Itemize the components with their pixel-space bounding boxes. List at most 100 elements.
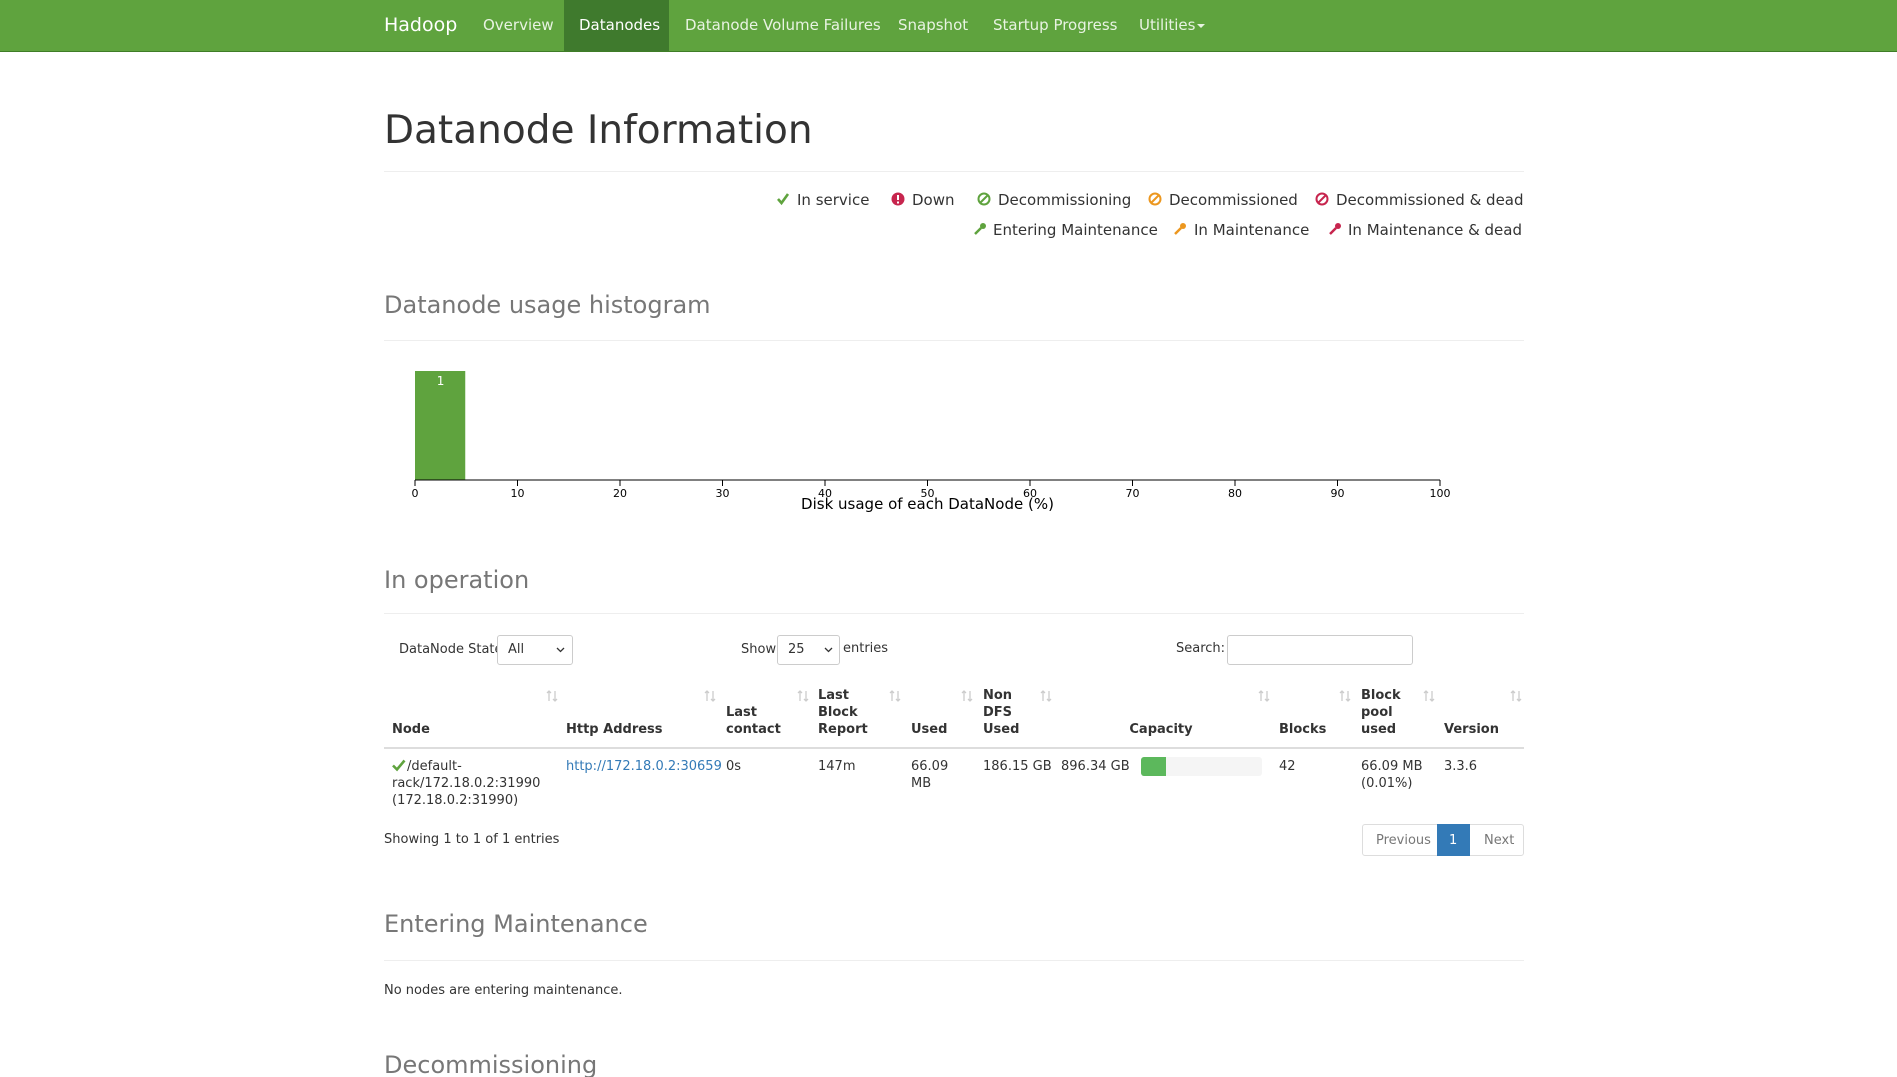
- column-header[interactable]: Version: [1444, 722, 1499, 737]
- icon-decommissioned: [1148, 192, 1162, 206]
- icon-decommissioned-dead: [1315, 192, 1329, 206]
- sort-icon[interactable]: [796, 689, 810, 703]
- sort-icon[interactable]: [1257, 689, 1271, 703]
- cell-node: /default-rack/172.18.0.2:31990 (172.18.0…: [392, 759, 541, 808]
- divider: [384, 613, 1524, 614]
- x-tick-label: 10: [511, 487, 525, 500]
- icon-in-maintenance-dead: [1329, 223, 1341, 235]
- sort-icon[interactable]: [545, 689, 559, 703]
- icon-entering-maintenance: [974, 223, 986, 235]
- search-label: Search:: [1176, 641, 1226, 656]
- sort-icon[interactable]: [1509, 689, 1523, 703]
- caret: [1197, 24, 1205, 28]
- sort-arrows: [1339, 690, 1351, 702]
- x-tick-label: 90: [1331, 487, 1345, 500]
- x-axis-label: Disk usage of each DataNode (%): [801, 495, 1054, 513]
- column-header[interactable]: Block pool used: [1361, 688, 1401, 737]
- chevron: [556, 647, 565, 653]
- bar: [415, 371, 466, 480]
- column-header[interactable]: Used: [911, 722, 948, 737]
- sort-arrows: [1510, 690, 1522, 702]
- legend-item: Entering Maintenance: [993, 221, 1158, 239]
- legend-item: In Maintenance: [1194, 221, 1310, 239]
- cell-link[interactable]: http://172.18.0.2:30659: [566, 759, 722, 774]
- status-icon: [392, 759, 406, 772]
- bar-label: 1: [437, 374, 445, 388]
- section-title: Datanode usage histogram: [384, 291, 711, 319]
- brand[interactable]: Hadoop: [384, 14, 458, 36]
- sort-arrows: [704, 690, 716, 702]
- legend-item: Decommissioned & dead: [1336, 191, 1524, 209]
- sort-arrows: [889, 690, 901, 702]
- cell: 147m: [818, 759, 856, 774]
- length-select[interactable]: 25: [777, 635, 840, 665]
- section-title: Decommissioning: [384, 1051, 598, 1077]
- sort-arrows: [797, 690, 809, 702]
- capacity-bar: [1141, 757, 1262, 776]
- sort-icon[interactable]: [703, 689, 717, 703]
- header-border: [384, 747, 1524, 749]
- chevron: [824, 647, 833, 653]
- column-header[interactable]: Blocks: [1279, 722, 1327, 737]
- divider: [384, 960, 1524, 961]
- sort-icon[interactable]: [1039, 689, 1053, 703]
- table-info: Showing 1 to 1 of 1 entries: [384, 832, 560, 847]
- legend-item: In Maintenance & dead: [1348, 221, 1522, 239]
- section-title: Entering Maintenance: [384, 910, 648, 938]
- sort-arrows: [1258, 690, 1270, 702]
- x-tick-label: 80: [1228, 487, 1242, 500]
- cell: 3.3.6: [1444, 759, 1478, 774]
- capacity-fill: [1141, 757, 1167, 776]
- legend-item: Decommissioning: [998, 191, 1132, 209]
- sort-icon[interactable]: [1338, 689, 1352, 703]
- sort-icon[interactable]: [888, 689, 902, 703]
- message: No nodes are entering maintenance.: [384, 983, 623, 998]
- x-tick-label: 50: [921, 487, 935, 500]
- legend-item: Decommissioned: [1169, 191, 1298, 209]
- sort-icon[interactable]: [1422, 689, 1436, 703]
- legend-item: In service: [797, 191, 870, 209]
- column-header[interactable]: Non DFS Used: [983, 688, 1020, 737]
- column-header[interactable]: Http Address: [566, 722, 663, 737]
- length-label: Show: [741, 642, 777, 657]
- x-tick-label: 60: [1023, 487, 1037, 500]
- divider: [384, 340, 1524, 341]
- cell: 42: [1279, 759, 1296, 774]
- x-tick-label: 100: [1430, 487, 1451, 500]
- column-header[interactable]: Last Block Report: [818, 688, 868, 737]
- sort-arrows: [1040, 690, 1052, 702]
- navbar: Hadoop Overview Datanodes Datanode Volum…: [0, 0, 1897, 52]
- page-current-bg: [1437, 824, 1470, 856]
- filter-label: DataNode State: [399, 642, 503, 657]
- x-tick-label: 0: [412, 487, 419, 500]
- nav-link[interactable]: Snapshot: [898, 16, 969, 34]
- nav-link[interactable]: Utilities: [1139, 16, 1196, 34]
- state-select[interactable]: All: [497, 635, 573, 665]
- column-header[interactable]: Last contact: [726, 705, 781, 737]
- page-next[interactable]: Next: [1484, 833, 1515, 848]
- page-prev[interactable]: Previous: [1376, 833, 1431, 848]
- select-value: 25: [788, 642, 805, 657]
- search-input[interactable]: [1227, 635, 1413, 665]
- column-header[interactable]: Capacity: [1129, 722, 1193, 737]
- icon-in-maintenance: [1174, 223, 1186, 235]
- page-current[interactable]: 1: [1449, 833, 1458, 848]
- x-tick-label: 70: [1126, 487, 1140, 500]
- column-header[interactable]: Node: [392, 722, 430, 737]
- sort-arrows: [961, 690, 973, 702]
- nav-link[interactable]: Overview: [483, 16, 554, 34]
- nav-link[interactable]: Datanode Volume Failures: [685, 16, 881, 34]
- select-value: All: [508, 642, 525, 657]
- icon-in-service: [777, 193, 790, 206]
- icon-down: [891, 192, 905, 206]
- legend-item: Down: [912, 191, 955, 209]
- cell: 66.09 MB (0.01%): [1361, 759, 1423, 791]
- nav-link[interactable]: Startup Progress: [993, 16, 1118, 34]
- cell: 66.09 MB: [911, 759, 949, 791]
- icon-decommissioning: [977, 192, 991, 206]
- nav-link[interactable]: Datanodes: [579, 16, 661, 34]
- active-tab: [564, 0, 669, 51]
- sort-icon[interactable]: [960, 689, 974, 703]
